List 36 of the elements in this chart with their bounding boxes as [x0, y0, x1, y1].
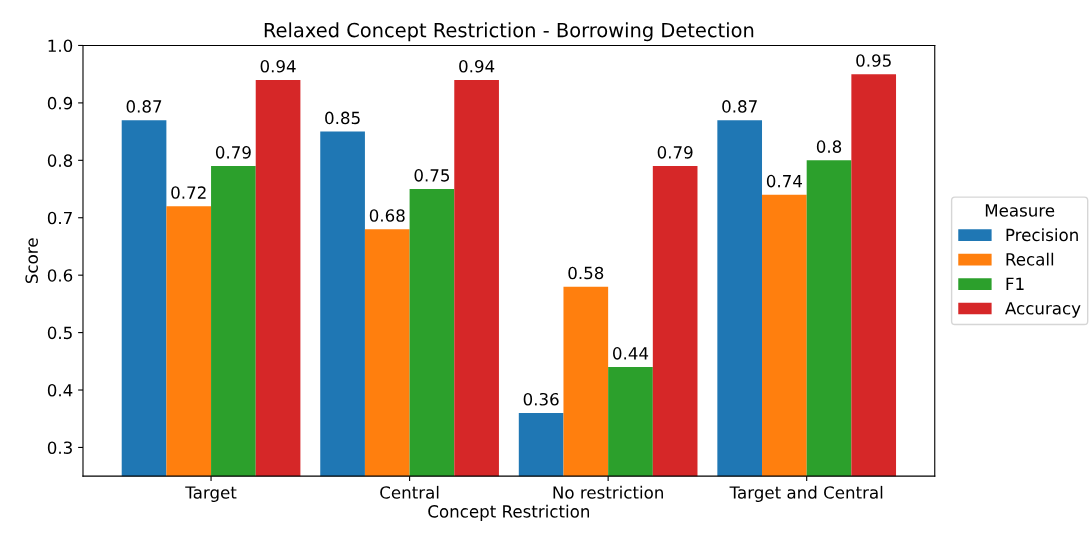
y-tick-label: 0.6: [47, 269, 73, 282]
y-tick-label: 0.7: [47, 211, 72, 225]
legend-label: Precision: [1006, 228, 1078, 242]
data-label: 0.58: [568, 266, 604, 280]
data-label: 0.74: [766, 174, 802, 188]
x-axis-title: Concept Restriction: [428, 504, 590, 521]
y-tick-label: 0.5: [47, 326, 72, 340]
data-label: 0.94: [260, 59, 296, 73]
data-label: 0.72: [171, 186, 206, 199]
x-tick-label: Target: [185, 486, 237, 502]
y-tick-label: 0.3: [47, 441, 72, 455]
data-label: 0.87: [722, 100, 757, 113]
x-tick-label: No restriction: [553, 485, 663, 499]
y-tick-label: 1.0: [48, 39, 73, 53]
y-axis-title: Score: [25, 238, 38, 284]
data-label: 0.85: [325, 111, 360, 125]
data-label: 0.79: [215, 146, 251, 159]
x-tick-label: Target and Central: [729, 485, 883, 502]
data-label: 0.95: [856, 54, 891, 67]
legend-label: Recall: [1006, 252, 1054, 266]
legend-title: Measure: [985, 204, 1055, 217]
data-label: 0.94: [459, 59, 495, 73]
data-label: 0.44: [613, 347, 649, 360]
data-label: 0.68: [369, 209, 405, 222]
y-tick-label: 0.9: [47, 96, 73, 110]
data-label: 0.36: [523, 392, 559, 406]
data-label: 0.75: [414, 169, 450, 182]
chart-title: Relaxed Concept Restriction - Borrowing Detection: [264, 22, 754, 42]
data-label: 0.79: [657, 146, 693, 159]
data-label: 0.8: [816, 140, 842, 153]
y-tick-label: 0.8: [47, 154, 73, 167]
legend-label: F1: [1006, 277, 1024, 290]
x-tick-label: Central: [380, 485, 439, 499]
legend-label: Accuracy: [1005, 302, 1081, 318]
data-label: 0.87: [126, 100, 162, 113]
y-tick-label: 0.4: [47, 383, 73, 397]
